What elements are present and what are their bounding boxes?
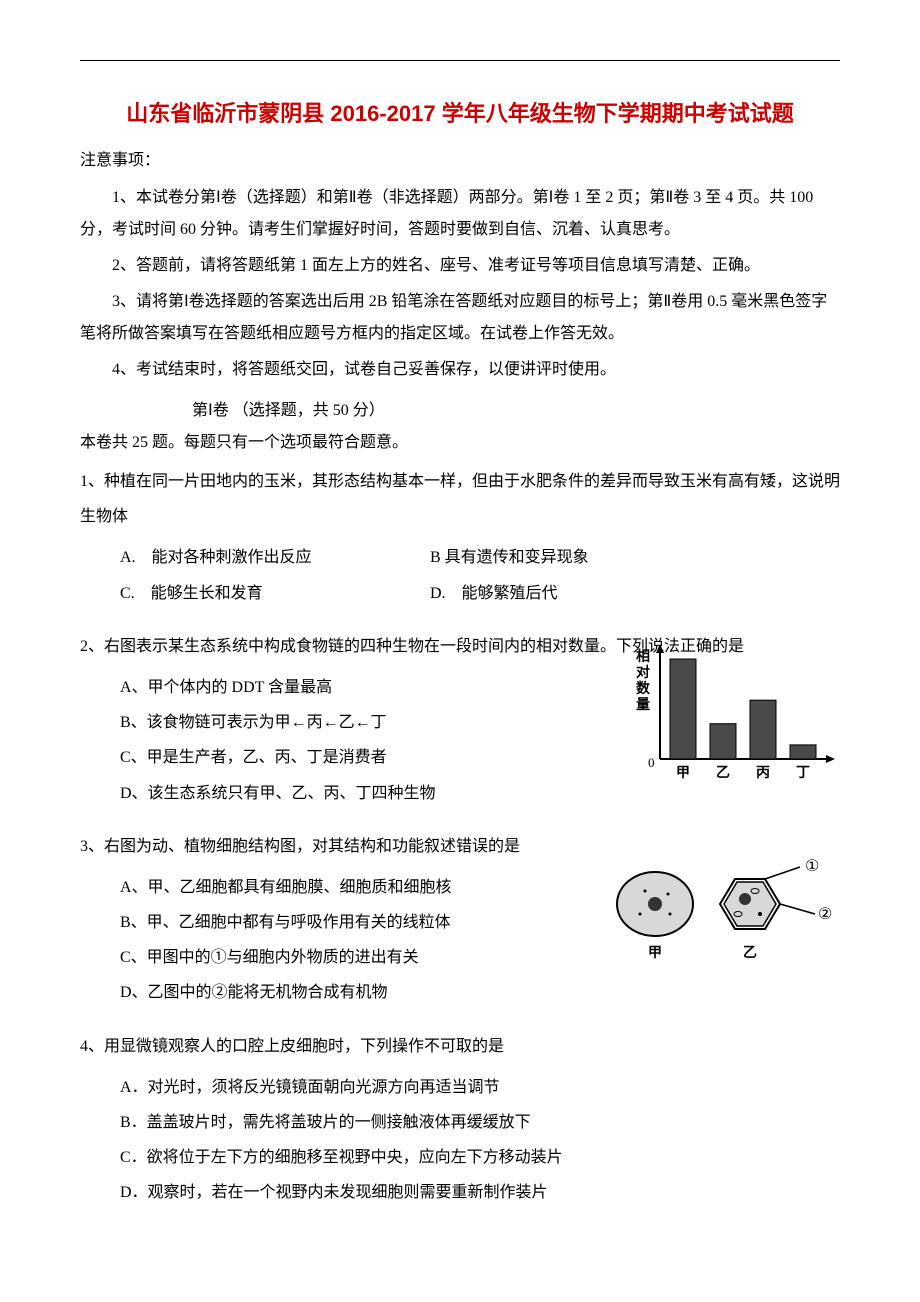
notice-label: 注意事项： — [80, 146, 840, 170]
y-axis-label: 数 — [636, 680, 651, 696]
pointer-1 — [765, 867, 800, 879]
question-1: 1、种植在同一片田地内的玉米，其形态结构基本一样，但由于水肥条件的差异而导致玉米… — [80, 464, 840, 611]
bar-label: 乙 — [716, 764, 730, 780]
bar — [790, 745, 816, 759]
origin-label: 0 — [648, 755, 655, 770]
option-d: D、乙图中的②能将无机物合成有机物 — [120, 975, 840, 1010]
exam-title: 山东省临沂市蒙阴县 2016-2017 学年八年级生物下学期期中考试试题 — [80, 96, 840, 128]
x-arrow-icon — [826, 755, 835, 763]
marker-2: ② — [818, 906, 832, 923]
bar-label: 丁 — [796, 764, 810, 780]
bar-labels-group: 甲乙丙丁 — [676, 764, 810, 780]
notice-item: 3、请将第Ⅰ卷选择题的答案选出后用 2B 铅笔涂在答题纸对应题目的标号上；第Ⅱ卷… — [80, 286, 840, 350]
section-header: 第Ⅰ卷 （选择题，共 50 分） — [192, 396, 840, 420]
option-row: A. 能对各种刺激作出反应 B 具有遗传和变异现象 — [120, 540, 840, 575]
bar-label: 丙 — [756, 764, 770, 780]
bar-chart-svg: 相 对 数 量 0 甲 乙 丙 丁 — [630, 639, 840, 789]
question-4: 4、用显微镜观察人的口腔上皮细胞时，下列操作不可取的是 A．对光时，须将反光镜镜… — [80, 1029, 840, 1211]
nucleus-yi — [739, 893, 751, 905]
bar-chart-figure: 相 对 数 量 0 甲 乙 丙 丁 — [630, 639, 840, 789]
y-arrow-icon — [656, 644, 664, 653]
option-row: C. 能够生长和发育 D. 能够繁殖后代 — [120, 576, 840, 611]
cell-diagram-svg: ① ② 甲 乙 — [610, 859, 840, 969]
option-d: D．观察时，若在一个视野内未发现细胞则需要重新制作装片 — [120, 1175, 840, 1210]
header-rule — [80, 60, 840, 61]
bar — [670, 659, 696, 759]
y-axis-label: 相 — [636, 648, 650, 664]
cell-diagram-figure: ① ② 甲 乙 — [610, 859, 840, 969]
option-c: C．欲将位于左下方的细胞移至视野中央，应向左下方移动装片 — [120, 1140, 840, 1175]
bars-group — [670, 659, 816, 759]
option-b: B．盖盖玻片时，需先将盖玻片的一侧接触液体再缓缓放下 — [120, 1105, 840, 1140]
option-d: D. 能够繁殖后代 — [430, 576, 558, 611]
bar — [710, 723, 736, 758]
bar — [750, 700, 776, 759]
y-axis-label: 对 — [636, 664, 650, 680]
question-text: 1、种植在同一片田地内的玉米，其形态结构基本一样，但由于水肥条件的差异而导致玉米… — [80, 464, 840, 534]
question-3: 3、右图为动、植物细胞结构图，对其结构和功能叙述错误的是 ① ② 甲 乙 A、甲… — [80, 829, 840, 1011]
pointer-2 — [780, 904, 815, 914]
label-yi: 乙 — [743, 944, 757, 960]
question-2: 2、右图表示某生态系统中构成食物链的四种生物在一段时间内的相对数量。下列说法正确… — [80, 629, 840, 811]
notice-item: 1、本试卷分第Ⅰ卷（选择题）和第Ⅱ卷（非选择题）两部分。第Ⅰ卷 1 至 2 页；… — [80, 182, 840, 246]
label-jia: 甲 — [648, 944, 662, 960]
option-col: A．对光时，须将反光镜镜面朝向光源方向再适当调节 B．盖盖玻片时，需先将盖玻片的… — [120, 1070, 840, 1211]
y-axis-label: 量 — [636, 696, 650, 712]
marker-1: ① — [805, 859, 819, 875]
option-a: A. 能对各种刺激作出反应 — [120, 540, 430, 575]
option-a: A．对光时，须将反光镜镜面朝向光源方向再适当调节 — [120, 1070, 840, 1105]
section-desc: 本卷共 25 题。每题只有一个选项最符合题意。 — [80, 428, 840, 452]
question-text: 4、用显微镜观察人的口腔上皮细胞时，下列操作不可取的是 — [80, 1029, 840, 1064]
option-c: C. 能够生长和发育 — [120, 576, 430, 611]
bar-label: 甲 — [676, 764, 690, 780]
notice-item: 2、答题前，请将答题纸第 1 面左上方的姓名、座号、准考证号等项目信息填写清楚、… — [80, 250, 840, 282]
notice-item: 4、考试结束时，将答题纸交回，试卷自己妥善保存，以便讲评时使用。 — [80, 354, 840, 386]
option-b: B 具有遗传和变异现象 — [430, 540, 589, 575]
nucleus-jia — [648, 897, 662, 911]
